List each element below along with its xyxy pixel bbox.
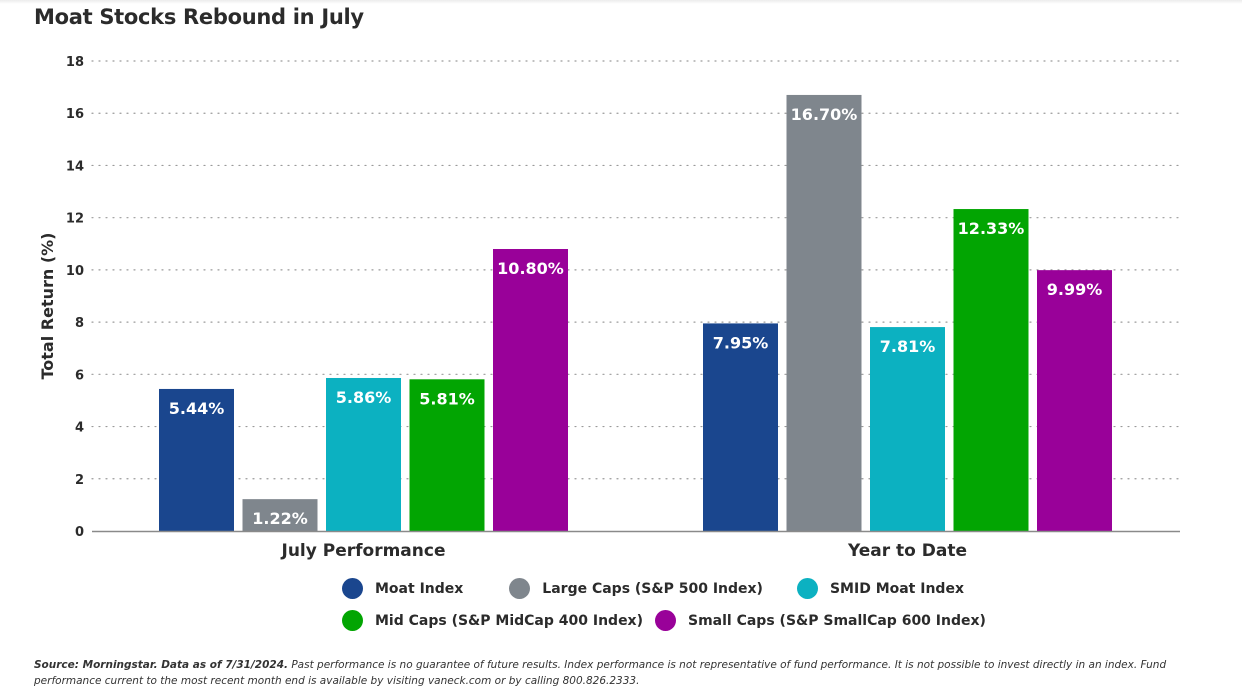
legend-label: Large Caps (S&P 500 Index)	[542, 580, 763, 597]
y-tick-label: 14	[66, 159, 84, 174]
y-axis-label: Total Return (%)	[38, 233, 57, 380]
bar-value-label: 10.80%	[497, 259, 564, 278]
bar-0-0	[159, 388, 234, 531]
bar-0-3	[409, 379, 485, 531]
y-tick-label: 4	[75, 421, 84, 436]
bar-value-label: 7.81%	[880, 337, 936, 356]
bar-value-label: 16.70%	[791, 105, 858, 124]
y-tick-label: 12	[66, 212, 84, 227]
chart-title: Moat Stocks Rebound in July	[34, 5, 364, 29]
legend-row-2: Mid Caps (S&P MidCap 400 Index) Small Cap…	[342, 610, 1008, 631]
legend-swatch-icon	[342, 610, 363, 631]
legend-item: Moat Index	[342, 578, 463, 599]
y-tick-label: 2	[75, 473, 84, 488]
bar-value-label: 5.81%	[419, 389, 475, 408]
legend-label: Small Caps (S&P SmallCap 600 Index)	[688, 612, 986, 629]
x-category-label: Year to Date	[847, 541, 967, 561]
bar-value-label: 1.22%	[252, 509, 308, 528]
x-category-label: July Performance	[281, 541, 446, 561]
legend-row-1: Moat Index Large Caps (S&P 500 Index) SMID…	[342, 578, 986, 599]
bar-value-label: 9.99%	[1047, 280, 1103, 299]
footnote-text: Past performance is no guarantee of futu…	[34, 659, 1167, 687]
bar-value-label: 5.44%	[169, 399, 225, 418]
bar-1-1	[786, 94, 862, 531]
legend-item: SMID Moat Index	[796, 578, 964, 599]
bar-0-1	[242, 499, 318, 531]
legend-swatch-icon	[342, 578, 363, 599]
y-tick-label: 6	[75, 368, 84, 383]
bar-1-2	[870, 327, 945, 531]
legend-swatch-icon	[509, 578, 531, 599]
bar-1-0	[703, 323, 778, 531]
y-tick-label: 16	[66, 107, 84, 122]
bar-0-2	[326, 377, 401, 531]
bar-value-label: 12.33%	[958, 219, 1025, 238]
footnote-source: Source: Morningstar. Data as of 7/31/202…	[34, 659, 289, 671]
bar-value-label: 5.86%	[336, 388, 392, 407]
y-tick-label: 18	[66, 55, 84, 70]
legend-swatch-icon	[655, 610, 676, 631]
bar-0-4	[493, 249, 568, 531]
footnote: Source: Morningstar. Data as of 7/31/202…	[34, 657, 1214, 689]
bar-value-label: 7.95%	[713, 333, 769, 352]
bar-1-3	[953, 209, 1029, 532]
legend-item: Mid Caps (S&P MidCap 400 Index)	[342, 610, 643, 631]
legend-label: Moat Index	[375, 580, 464, 597]
bar-1-4	[1037, 270, 1112, 531]
legend-swatch-icon	[796, 578, 818, 599]
bar-chart: 0 2 4 6 8 10 12 14 16 18 Total Return (%) 5.44% 1.22…	[38, 55, 1181, 561]
legend-label: SMID Moat Index	[829, 580, 964, 597]
legend-item: Small Caps (S&P SmallCap 600 Index)	[655, 610, 986, 631]
legend-item: Large Caps (S&P 500 Index)	[509, 578, 763, 599]
y-tick-label: 8	[75, 316, 84, 331]
legend-label: Mid Caps (S&P MidCap 400 Index)	[375, 612, 643, 629]
top-shadow	[0, 0, 1242, 4]
y-tick-label: 0	[75, 525, 84, 540]
y-tick-label: 10	[66, 264, 84, 279]
